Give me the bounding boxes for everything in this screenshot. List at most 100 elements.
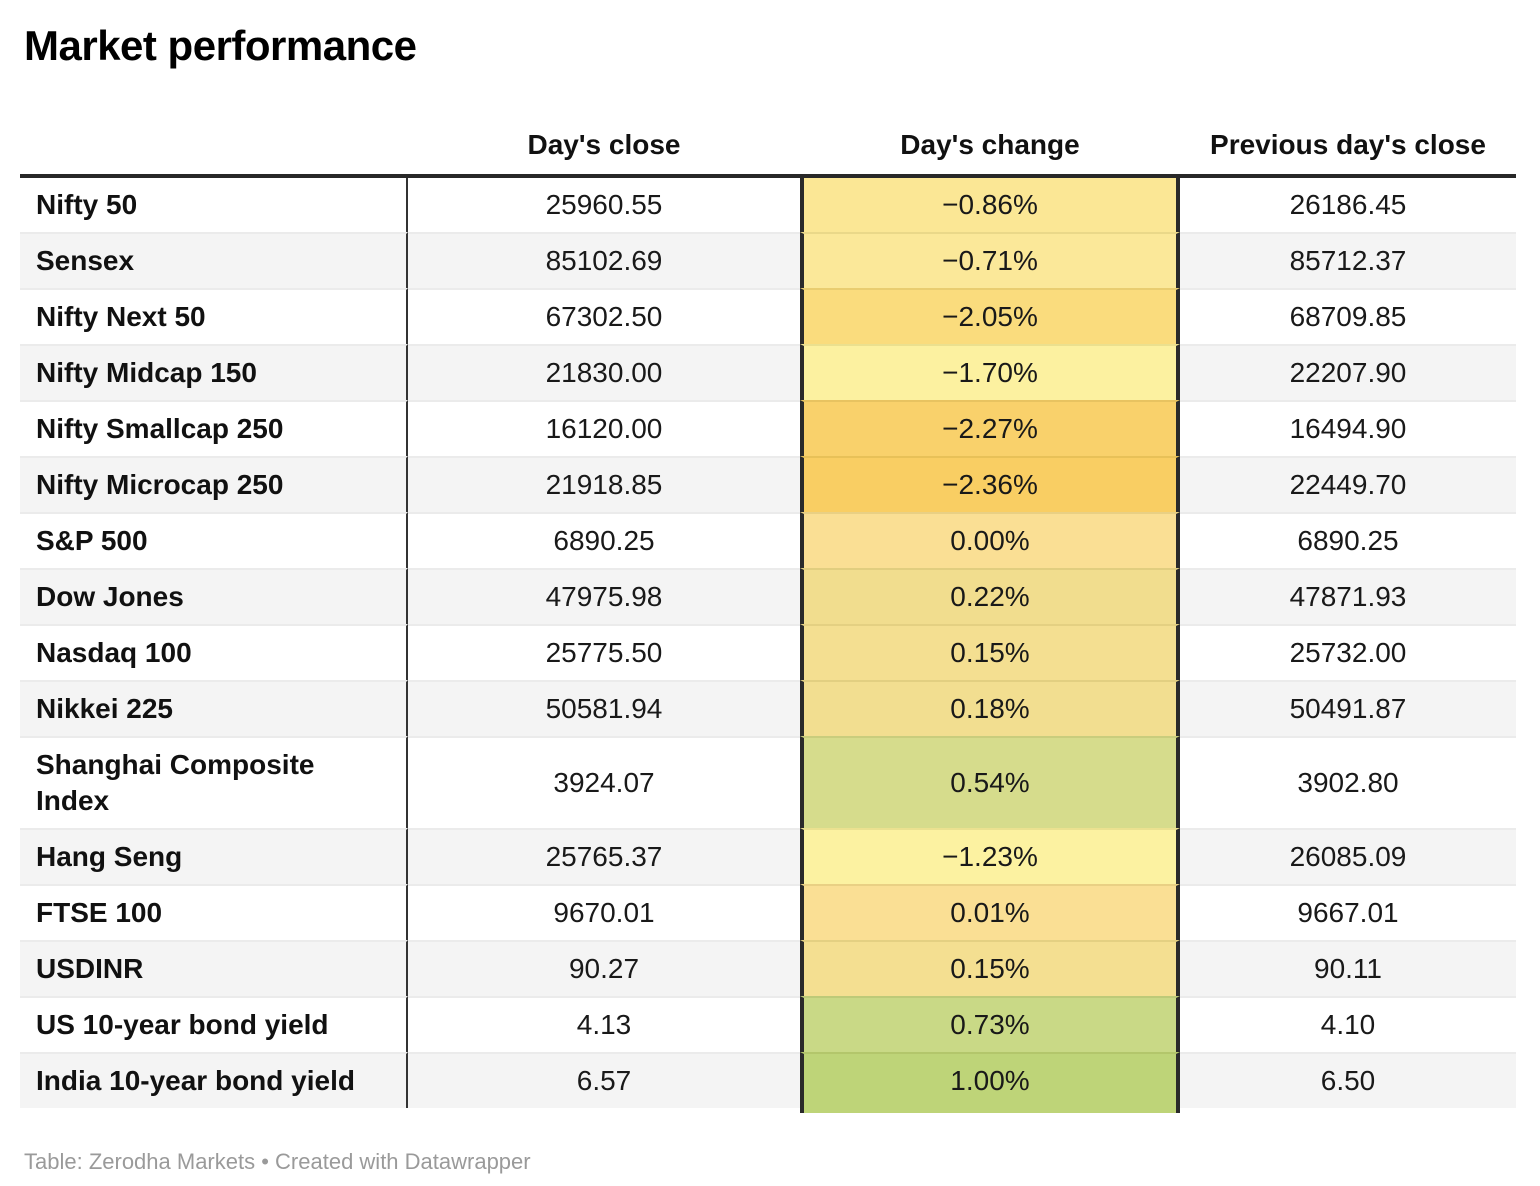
row-label-cell: US 10-year bond yield (20, 996, 408, 1052)
days-change-cell: 0.73% (800, 996, 1180, 1052)
page-title: Market performance (24, 22, 417, 69)
prev-close-cell: 3902.80 (1180, 736, 1516, 828)
days-close-cell: 16120.00 (408, 400, 800, 456)
table-row: FTSE 100 9670.01 0.01% 9667.01 (20, 884, 1516, 940)
row-label-cell: Sensex (20, 232, 408, 288)
row-label: Sensex (36, 245, 135, 276)
table-row: USDINR 90.27 0.15% 90.11 (20, 940, 1516, 996)
prev-close-cell: 26085.09 (1180, 828, 1516, 884)
days-change-cell: 1.00% (800, 1052, 1180, 1108)
table-row: Nifty Midcap 150 21830.00 −1.70% 22207.90 (20, 344, 1516, 400)
change-column-footer-strip-row (20, 1108, 1516, 1113)
days-change-cell: 0.18% (800, 680, 1180, 736)
days-change-cell: 0.54% (800, 736, 1180, 828)
days-change-cell: −2.36% (800, 456, 1180, 512)
row-label-cell: Nifty Microcap 250 (20, 456, 408, 512)
row-label: Hang Seng (36, 841, 183, 872)
col-header-days-close: Day's close (527, 129, 681, 160)
days-close-cell: 21830.00 (408, 344, 800, 400)
row-label-cell: USDINR (20, 940, 408, 996)
days-change-cell: 0.22% (800, 568, 1180, 624)
market-performance-page: Market performance Day's close Day's cha… (0, 22, 1540, 1186)
row-label-cell: S&P 500 (20, 512, 408, 568)
col-header-days-change: Day's change (900, 129, 1080, 160)
table-row: Nikkei 225 50581.94 0.18% 50491.87 (20, 680, 1516, 736)
table-row: Nifty Next 50 67302.50 −2.05% 68709.85 (20, 288, 1516, 344)
table-row: Shanghai Composite Index 3924.07 0.54% 3902… (20, 736, 1516, 828)
prev-close-cell: 47871.93 (1180, 568, 1516, 624)
days-change-cell: −1.70% (800, 344, 1180, 400)
days-close-cell: 6.57 (408, 1052, 800, 1108)
prev-close-cell: 6.50 (1180, 1052, 1516, 1108)
row-label-cell: Shanghai Composite Index (20, 736, 408, 828)
days-change-cell: −0.71% (800, 232, 1180, 288)
prev-close-cell: 68709.85 (1180, 288, 1516, 344)
table-row: Hang Seng 25765.37 −1.23% 26085.09 (20, 828, 1516, 884)
days-change-cell: −0.86% (800, 178, 1180, 232)
table-row: S&P 500 6890.25 0.00% 6890.25 (20, 512, 1516, 568)
table-row: India 10-year bond yield 6.57 1.00% 6.50 (20, 1052, 1516, 1108)
days-change-cell: 0.01% (800, 884, 1180, 940)
row-label-cell: India 10-year bond yield (20, 1052, 408, 1108)
row-label-cell: Nasdaq 100 (20, 624, 408, 680)
table-row: Nifty Smallcap 250 16120.00 −2.27% 16494.90 (20, 400, 1516, 456)
days-close-cell: 9670.01 (408, 884, 800, 940)
change-column-footer-strip (800, 1108, 1180, 1113)
row-label: Nifty Midcap 150 (36, 357, 257, 388)
row-label: FTSE 100 (36, 897, 163, 928)
table-attribution: Table: Zerodha Markets • Created with Da… (24, 1149, 531, 1174)
days-change-cell: 0.00% (800, 512, 1180, 568)
market-table: Day's close Day's change Previous day's … (20, 128, 1516, 1113)
row-label-cell: Nifty Next 50 (20, 288, 408, 344)
row-label: Nifty Microcap 250 (36, 469, 284, 500)
days-close-cell: 25775.50 (408, 624, 800, 680)
row-label-cell: Dow Jones (20, 568, 408, 624)
days-close-cell: 25960.55 (545, 189, 663, 220)
row-label: Nifty Smallcap 250 (36, 413, 284, 444)
days-close-cell: 6890.25 (408, 512, 800, 568)
row-label-cell: Nifty Smallcap 250 (20, 400, 408, 456)
row-label-cell: Nifty 50 (20, 178, 408, 232)
row-label: Nifty Next 50 (36, 301, 206, 332)
days-change-cell: 0.15% (800, 624, 1180, 680)
prev-close-cell: 25732.00 (1180, 624, 1516, 680)
table-header-row: Day's close Day's change Previous day's … (20, 128, 1516, 178)
row-label: Nikkei 225 (36, 693, 173, 724)
row-label: US 10-year bond yield (36, 1009, 329, 1040)
days-close-cell: 21918.85 (408, 456, 800, 512)
table-row: Nasdaq 100 25775.50 0.15% 25732.00 (20, 624, 1516, 680)
prev-close-cell: 22449.70 (1180, 456, 1516, 512)
table-body: Nifty 50 25960.55 −0.86% 26186.45 Sensex 8510… (20, 178, 1516, 1108)
row-label: Nasdaq 100 (36, 637, 192, 668)
row-label: Shanghai Composite Index (36, 749, 315, 816)
days-close-cell: 50581.94 (408, 680, 800, 736)
days-close-cell: 47975.98 (408, 568, 800, 624)
row-label: USDINR (36, 953, 144, 984)
days-close-cell: 4.13 (408, 996, 800, 1052)
days-close-cell: 3924.07 (408, 736, 800, 828)
row-label: Nifty 50 (36, 189, 138, 220)
days-change-cell: 0.15% (800, 940, 1180, 996)
row-label-cell: Hang Seng (20, 828, 408, 884)
days-change-cell: −2.05% (800, 288, 1180, 344)
days-close-cell: 85102.69 (408, 232, 800, 288)
prev-close-cell: 6890.25 (1180, 512, 1516, 568)
col-header-previous-days-close: Previous day's close (1210, 129, 1486, 160)
days-close-cell: 90.27 (408, 940, 800, 996)
prev-close-cell: 90.11 (1180, 940, 1516, 996)
prev-close-cell: 50491.87 (1180, 680, 1516, 736)
days-close-cell: 67302.50 (408, 288, 800, 344)
row-label: S&P 500 (36, 525, 148, 556)
prev-close-cell: 85712.37 (1180, 232, 1516, 288)
table-row: Nifty 50 25960.55 −0.86% 26186.45 (20, 178, 1516, 232)
prev-close-cell: 22207.90 (1180, 344, 1516, 400)
prev-close-cell: 16494.90 (1180, 400, 1516, 456)
table-row: Sensex 85102.69 −0.71% 85712.37 (20, 232, 1516, 288)
row-label-cell: Nikkei 225 (20, 680, 408, 736)
table-row: US 10-year bond yield 4.13 0.73% 4.10 (20, 996, 1516, 1052)
row-label: Dow Jones (36, 581, 184, 612)
row-label: India 10-year bond yield (36, 1065, 355, 1096)
prev-close-cell: 26186.45 (1289, 189, 1407, 220)
days-change-cell: −1.23% (800, 828, 1180, 884)
row-label-cell: FTSE 100 (20, 884, 408, 940)
